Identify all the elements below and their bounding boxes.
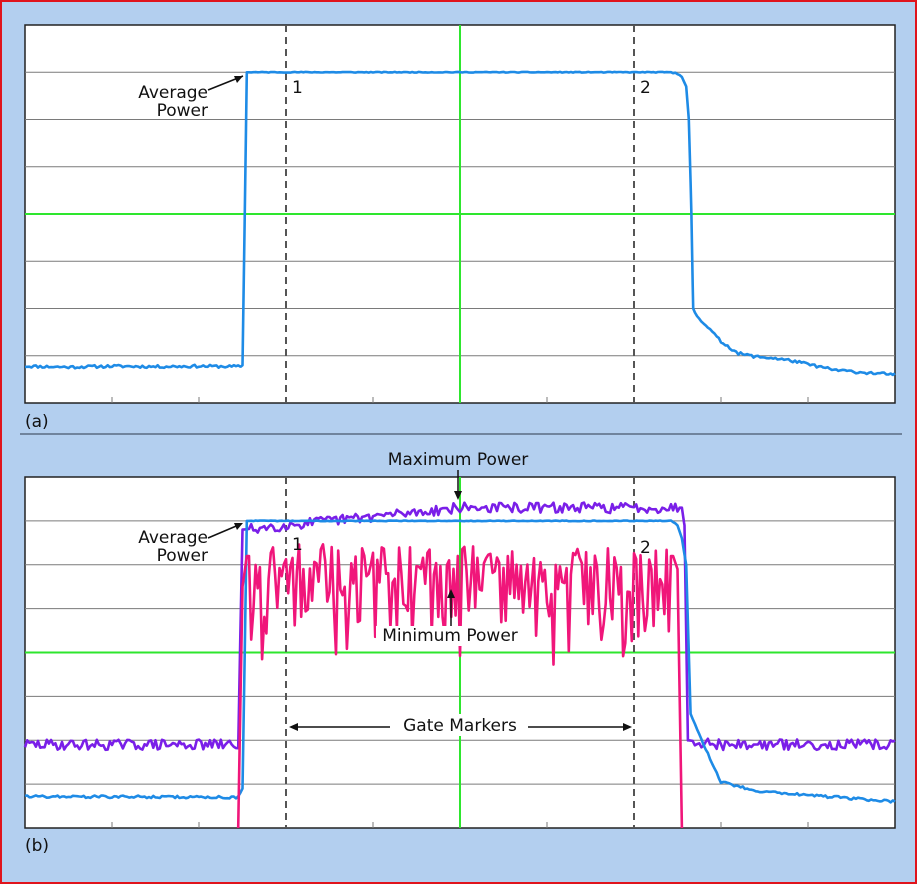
gate-markers-label-bg (394, 714, 524, 736)
average-power-arrowhead-a (234, 76, 243, 83)
panel-a: Average Power 1 2 (a) (24, 24, 896, 432)
panel-a-annotations: Average Power 1 2 (138, 75, 651, 121)
panel-a-label: (a) (25, 412, 49, 432)
minimum-power-arrowhead (447, 589, 455, 598)
gate-markers-label: Gate Markers (403, 716, 517, 736)
gate-markers-left-arrowhead (289, 723, 298, 731)
average-power-arrowhead-b (234, 523, 243, 530)
minimum-power-label-bg (376, 626, 526, 646)
average-power-trace (24, 519, 896, 804)
average-power-label-b-line2: Power (157, 546, 208, 566)
panel-a-grid (25, 25, 895, 403)
average-power-label-a-line2: Power (157, 101, 208, 121)
minimum-power-label: Minimum Power (382, 626, 518, 646)
gate-marker-2-label-a: 2 (640, 78, 651, 98)
average-power-trace (24, 70, 896, 377)
gate-marker-1-label-b: 1 (292, 535, 303, 555)
average-power-label-a-line1: Average (138, 83, 208, 103)
panel-a-series (24, 70, 896, 377)
maximum-power-arrowhead (454, 491, 462, 500)
panel-b: Maximum Power Average Power 1 2 Minimum … (23, 450, 896, 856)
panel-b-annotations: Maximum Power Average Power 1 2 Minimum … (138, 450, 651, 736)
panel-b-label: (b) (25, 836, 49, 856)
gate-marker-1-label-a: 1 (292, 78, 303, 98)
panel-b-series (23, 501, 896, 829)
average-power-label-b-line1: Average (138, 528, 208, 548)
maximum-power-label: Maximum Power (388, 450, 529, 470)
gate-marker-2-label-b: 2 (640, 538, 651, 558)
maximum-power-trace (23, 501, 896, 752)
gate-markers-right-arrowhead (623, 723, 632, 731)
minimum-power-trace (236, 543, 684, 829)
